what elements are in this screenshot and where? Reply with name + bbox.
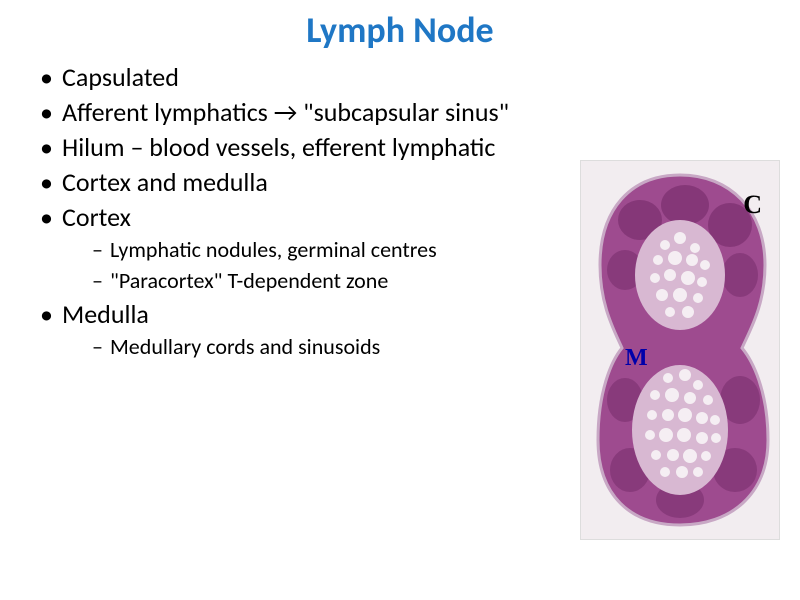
bullet-text: Capsulated [62,61,179,93]
cortex-nodule [661,185,709,225]
sub-bullet-text: Medullary cords and sinusoids [110,333,380,360]
sub-bullet-text: "Paracortex" T-dependent zone [110,267,388,294]
histology-figure: C M [580,160,780,540]
bullet-item: Capsulated [40,60,790,95]
bullet-text: Cortex and medulla [62,166,268,198]
bullet-text: Cortex [62,201,131,233]
bullet-text: Medulla [62,298,149,330]
sub-bullet-text: Lymphatic nodules, germinal centres [110,236,437,263]
bullet-item: Afferent lymphatics → "subcapsular sinus… [40,95,790,130]
slide-title: Lymph Node [0,0,800,60]
bullet-text: Hilum – blood vessels, efferent lymphati… [62,131,495,163]
cortex-nodule [722,253,758,297]
medulla-label: M [625,345,648,372]
cortex-label: C [743,190,762,220]
bullet-text: Afferent lymphatics → "subcapsular sinus… [62,96,509,128]
